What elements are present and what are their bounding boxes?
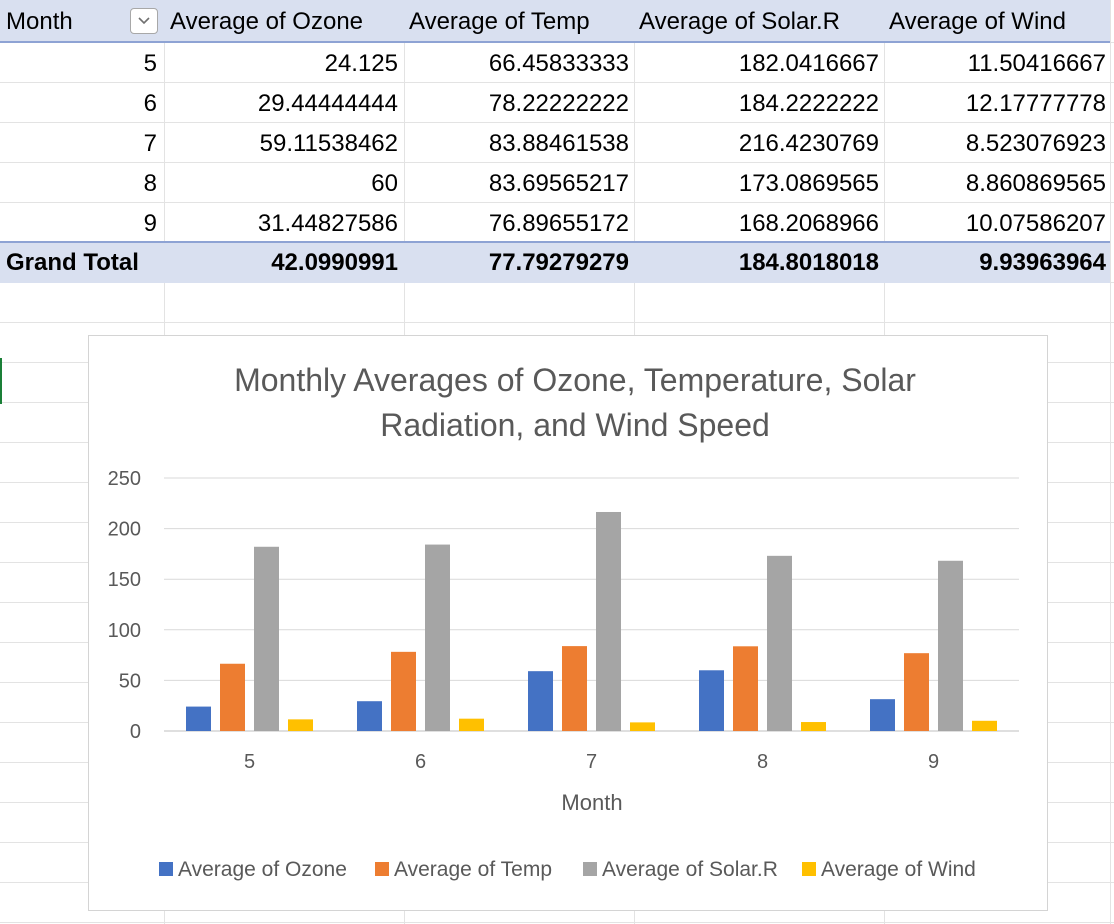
ozone-cell[interactable]: 59.11538462 bbox=[259, 130, 398, 157]
y-tick-label: 0 bbox=[130, 721, 141, 743]
chart-area[interactable]: Monthly Averages of Ozone, Temperature, … bbox=[88, 335, 1048, 911]
solar-cell[interactable]: 216.4230769 bbox=[738, 130, 879, 157]
y-tick-label: 100 bbox=[108, 620, 141, 642]
gridline-row bbox=[0, 322, 1114, 323]
legend-swatch bbox=[159, 862, 173, 876]
month-filter-button[interactable] bbox=[130, 8, 158, 34]
bar-chart: Monthly Averages of Ozone, Temperature, … bbox=[108, 362, 1019, 881]
chart-title-line-2: Radiation, and Wind Speed bbox=[380, 407, 770, 443]
bar bbox=[767, 555, 792, 731]
legend-label: Average of Ozone bbox=[178, 858, 347, 881]
y-tick-label: 150 bbox=[108, 569, 141, 591]
bar bbox=[870, 699, 895, 731]
table-row: 6 29.44444444 78.22222222 184.2222222 12… bbox=[0, 84, 1110, 124]
grand-total-row: Grand Total 42.0990991 77.79279279 184.8… bbox=[0, 243, 1110, 283]
wind-cell[interactable]: 8.860869565 bbox=[965, 170, 1106, 197]
temp-cell[interactable]: 83.69565217 bbox=[488, 170, 629, 197]
ozone-cell[interactable]: 24.125 bbox=[324, 50, 398, 77]
x-tick-label: 9 bbox=[928, 751, 939, 773]
solar-cell[interactable]: 173.0869565 bbox=[738, 170, 879, 197]
solar-total[interactable]: 184.8018018 bbox=[738, 249, 879, 276]
solar-cell[interactable]: 168.2068966 bbox=[738, 210, 879, 237]
wind-cell[interactable]: 12.17777778 bbox=[965, 90, 1106, 117]
temp-cell[interactable]: 83.88461538 bbox=[488, 130, 629, 157]
month-cell[interactable]: 9 bbox=[143, 210, 157, 237]
legend-swatch bbox=[375, 862, 389, 876]
legend-label: Average of Solar.R bbox=[602, 858, 778, 881]
bar bbox=[528, 671, 553, 731]
bar bbox=[254, 546, 279, 731]
y-tick-label: 250 bbox=[108, 468, 141, 490]
month-cell[interactable]: 5 bbox=[143, 50, 157, 77]
bar bbox=[733, 646, 758, 731]
header-month[interactable]: Month bbox=[6, 8, 73, 35]
bar bbox=[220, 663, 245, 731]
temp-cell[interactable]: 76.89655172 bbox=[488, 210, 629, 237]
solar-cell[interactable]: 182.0416667 bbox=[738, 50, 879, 77]
pivot-header-row: Month Average of Ozone Average of Temp A… bbox=[0, 0, 1110, 42]
gridline-row bbox=[0, 82, 1114, 83]
gridline-row bbox=[0, 922, 1114, 923]
bar bbox=[357, 701, 382, 731]
ozone-total[interactable]: 42.0990991 bbox=[271, 249, 398, 276]
y-tick-label: 50 bbox=[119, 670, 141, 692]
solar-cell[interactable]: 184.2222222 bbox=[738, 90, 879, 117]
header-wind[interactable]: Average of Wind bbox=[889, 8, 1066, 35]
month-cell[interactable]: 8 bbox=[143, 170, 157, 197]
bar bbox=[288, 719, 313, 731]
table-row: 8 60 83.69565217 173.0869565 8.860869565 bbox=[0, 164, 1110, 204]
legend-swatch bbox=[583, 862, 597, 876]
wind-cell[interactable]: 8.523076923 bbox=[965, 130, 1106, 157]
header-solar[interactable]: Average of Solar.R bbox=[639, 8, 841, 35]
grand-total-label[interactable]: Grand Total bbox=[6, 249, 139, 276]
row-selection-marker bbox=[0, 358, 2, 404]
bar bbox=[801, 722, 826, 731]
wind-cell[interactable]: 11.50416667 bbox=[967, 50, 1106, 77]
header-temp[interactable]: Average of Temp bbox=[409, 8, 590, 35]
bar bbox=[972, 720, 997, 731]
temp-cell[interactable]: 66.45833333 bbox=[488, 50, 629, 77]
bar bbox=[699, 670, 724, 731]
chart-title-line-1: Monthly Averages of Ozone, Temperature, … bbox=[234, 362, 916, 398]
x-tick-label: 7 bbox=[586, 751, 597, 773]
ozone-cell[interactable]: 29.44444444 bbox=[257, 90, 398, 117]
bar bbox=[459, 718, 484, 731]
bar bbox=[596, 511, 621, 731]
wind-total[interactable]: 9.93963964 bbox=[979, 249, 1106, 276]
month-cell[interactable]: 7 bbox=[143, 130, 157, 157]
ozone-cell[interactable]: 60 bbox=[371, 170, 398, 197]
bar bbox=[630, 722, 655, 731]
y-tick-label: 200 bbox=[108, 519, 141, 541]
table-row: 9 31.44827586 76.89655172 168.2068966 10… bbox=[0, 204, 1110, 244]
temp-total[interactable]: 77.79279279 bbox=[488, 249, 629, 276]
bar bbox=[425, 544, 450, 731]
header-divider bbox=[0, 41, 1110, 43]
legend-label: Average of Wind bbox=[821, 858, 976, 881]
x-tick-label: 6 bbox=[415, 751, 426, 773]
month-cell[interactable]: 6 bbox=[143, 90, 157, 117]
bar bbox=[186, 706, 211, 731]
total-divider bbox=[0, 241, 1110, 243]
wind-cell[interactable]: 10.07586207 bbox=[965, 210, 1106, 237]
bar bbox=[904, 653, 929, 731]
x-tick-label: 8 bbox=[757, 751, 768, 773]
gridline-row bbox=[0, 162, 1114, 163]
gridline-row bbox=[0, 122, 1114, 123]
x-tick-label: 5 bbox=[244, 751, 255, 773]
bar bbox=[562, 646, 587, 731]
gridline-row bbox=[0, 202, 1114, 203]
legend-swatch bbox=[802, 862, 816, 876]
bar bbox=[938, 560, 963, 731]
ozone-cell[interactable]: 31.44827586 bbox=[257, 210, 398, 237]
chevron-down-icon bbox=[138, 17, 150, 25]
temp-cell[interactable]: 78.22222222 bbox=[488, 90, 629, 117]
x-axis-label: Month bbox=[561, 790, 622, 815]
header-ozone[interactable]: Average of Ozone bbox=[170, 8, 364, 35]
bar bbox=[391, 651, 416, 731]
gridline-col bbox=[1110, 0, 1111, 924]
table-row: 7 59.11538462 83.88461538 216.4230769 8.… bbox=[0, 124, 1110, 164]
table-row: 5 24.125 66.45833333 182.0416667 11.5041… bbox=[0, 44, 1110, 84]
legend-label: Average of Temp bbox=[394, 858, 552, 881]
